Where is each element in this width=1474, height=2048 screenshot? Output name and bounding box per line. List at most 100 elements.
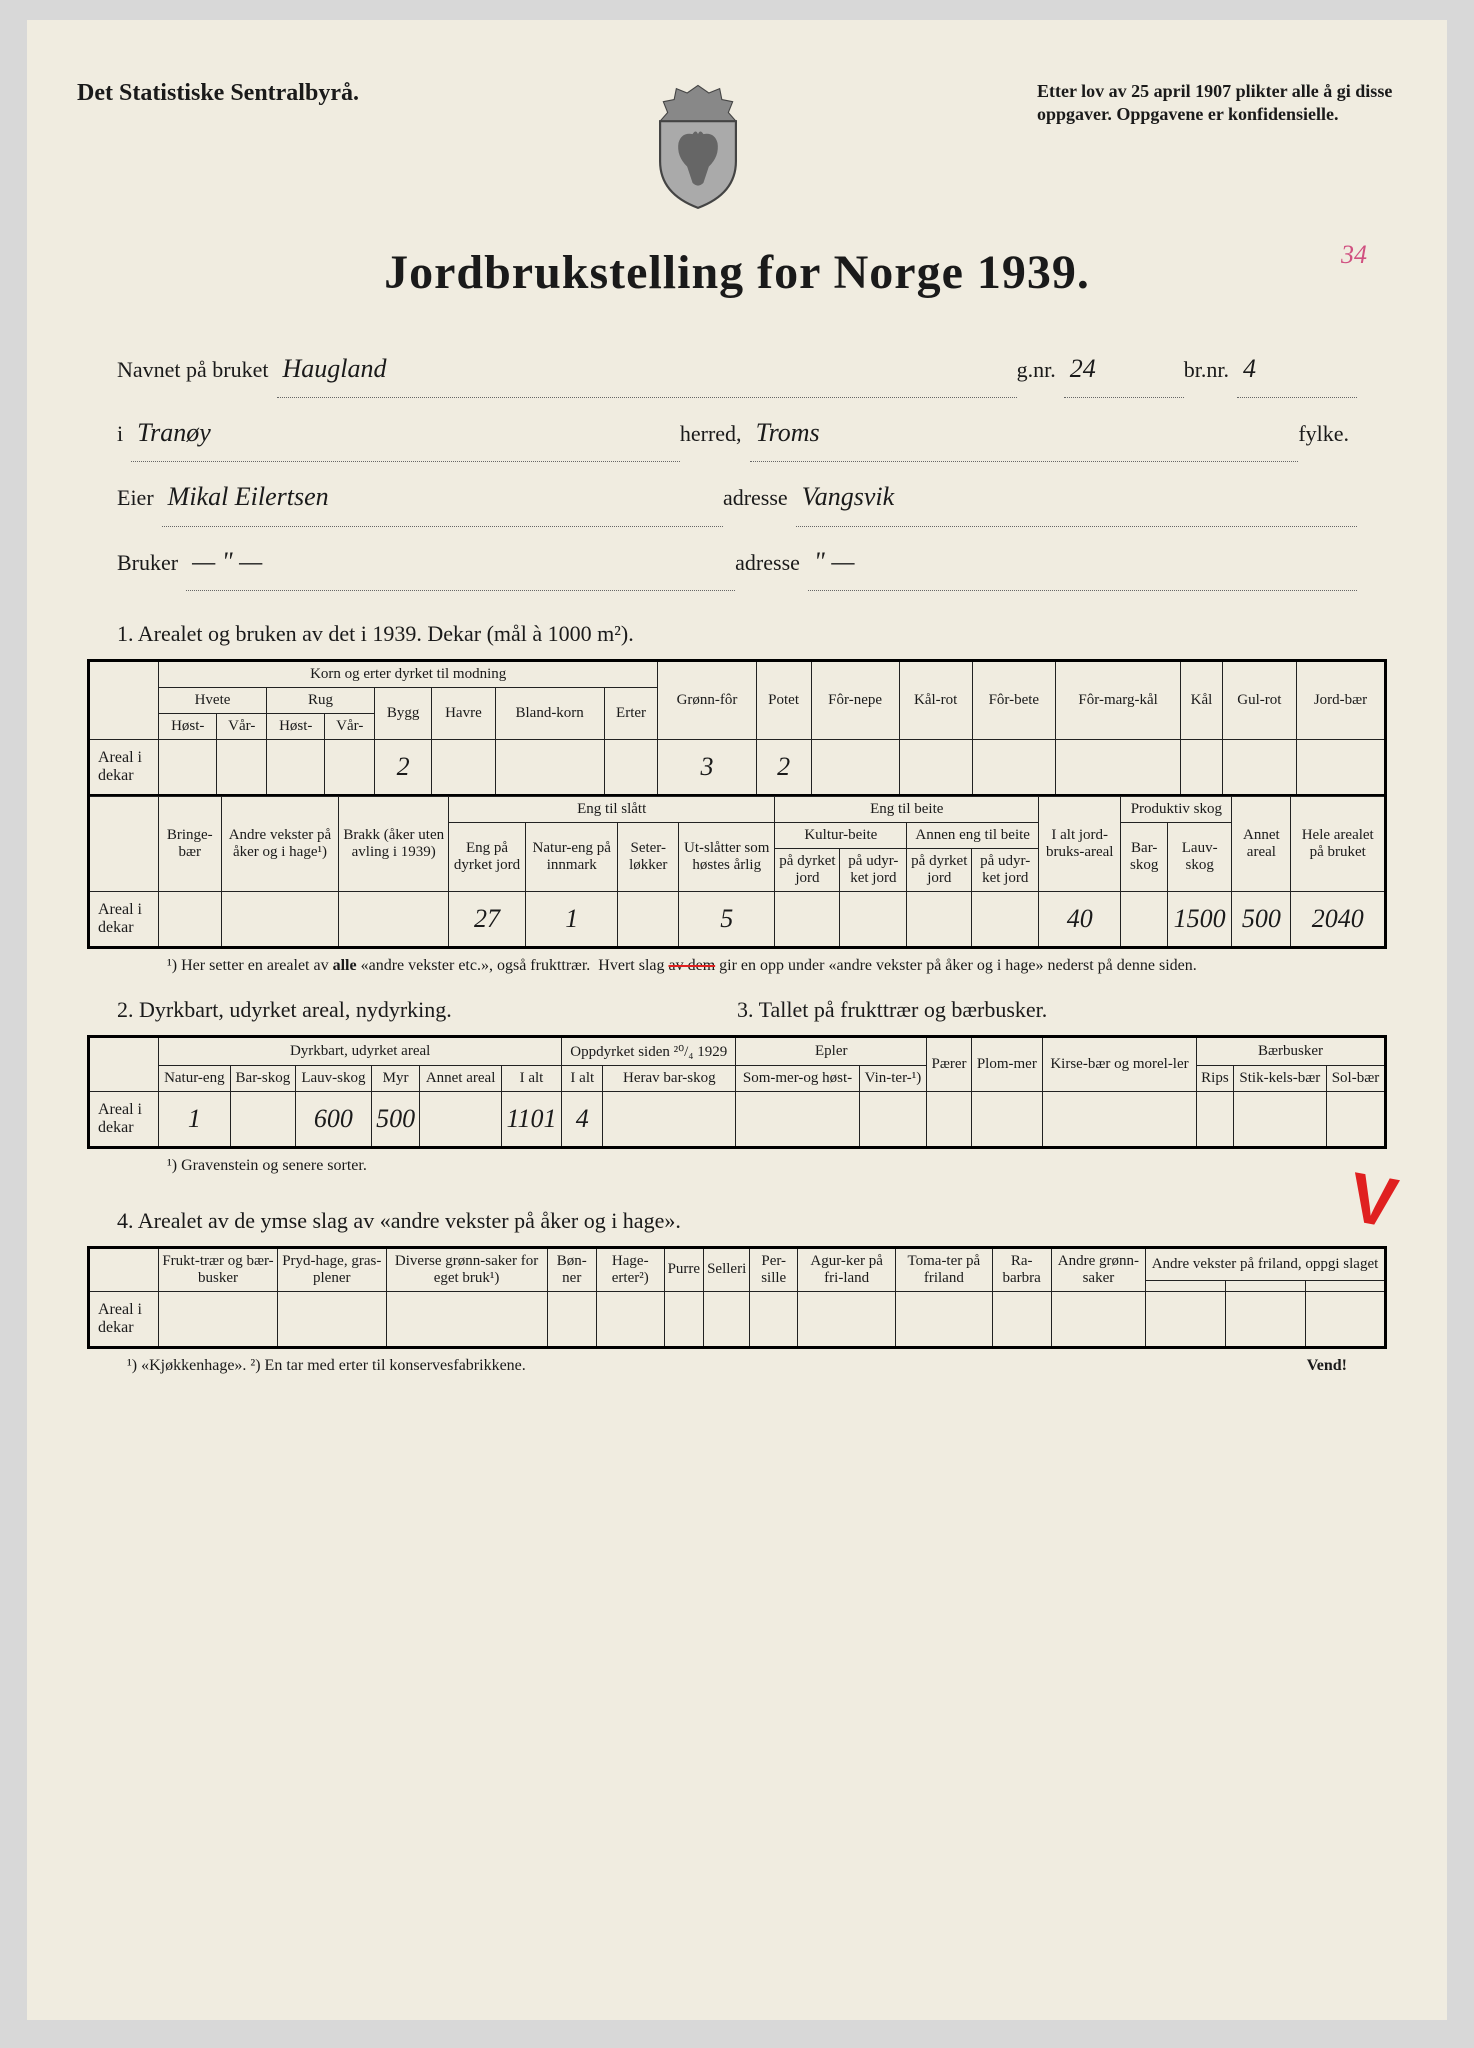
col-kalrot: Kål-rot [899,660,972,739]
col-seter: Seter-løkker [618,822,679,891]
footnote-1: ¹) Her setter en arealet av alle «andre … [167,955,1347,977]
navnet-label: Navnet på bruket [117,346,269,394]
col-rug-var: Vår- [325,713,375,739]
col-andre-gronn: Andre grønn-saker [1051,1247,1145,1291]
col-opp-ialt: I alt [562,1066,603,1092]
row-label-23: Areal i dekar [89,1092,159,1148]
col-agurker: Agur-ker på fri-land [798,1247,896,1291]
struck-text: av dem [669,957,716,974]
col-barskog2: Bar-skog [230,1066,295,1092]
col-rug-host: Høst- [267,713,325,739]
brnr-value: 4 [1237,340,1357,398]
vend-label: Vend! [1307,1357,1347,1375]
col-jordbaer: Jord-bær [1296,660,1385,739]
herred-label: herred, [680,410,742,458]
property-form: Navnet på bruket Haugland g.nr. 24 br.nr… [117,340,1357,591]
bruker-adresse-value: " — [808,533,1357,591]
document-title: Jordbrukstelling for Norge 1939. [77,245,1397,300]
col-bygg: Bygg [375,687,432,739]
crest-icon [643,80,753,210]
col-herav-barskog: Herav bar-skog [603,1066,736,1092]
col-hvete-host: Høst- [159,713,217,739]
col-eng-beite: Eng til beite [775,796,1039,822]
col-natureng2: Natur-eng [159,1066,231,1092]
gnr-label: g.nr. [1017,346,1056,394]
table-1a: Korn og erter dyrket til modning Grønn-f… [87,659,1387,797]
red-checkmark: V [1344,1157,1404,1244]
col-blandkorn: Bland-korn [495,687,604,739]
agency-name: Det Statistiske Sentralbyrå. [77,80,359,107]
bruker-label: Bruker [117,539,178,587]
col-erter: Erter [604,687,658,739]
col-frukttraer: Frukt-trær og bær-busker [159,1247,278,1291]
val-natureng: 1 [526,891,618,947]
col-tomater: Toma-ter på friland [896,1247,992,1291]
col-ae-udyrket: på udyr-ket jord [972,848,1039,891]
col-eng-dyrket: Eng på dyrket jord [449,822,526,891]
row-label-1b: Areal i dekar [89,891,159,947]
col-solbaer: Sol-bær [1326,1066,1385,1092]
col-rips: Rips [1197,1066,1234,1092]
row-label-4: Areal i dekar [89,1291,159,1347]
section2-heading: 2. Dyrkbart, udyrket areal, nydyrking. [117,997,737,1023]
col-kulturbeite: Kultur-beite [775,822,907,848]
table-1b: Bringe-bær Andre vekster på åker og i ha… [87,796,1387,949]
val2-lauvskog: 600 [296,1092,372,1148]
bruker-adresse-label: adresse [735,539,800,587]
col-persille: Per-sille [750,1247,798,1291]
val2-ialt: 1101 [501,1092,562,1148]
col-myr: Myr [371,1066,420,1092]
col-potet: Potet [756,660,811,739]
footnote-4: ¹) «Kjøkkenhage». ²) En tar med erter ti… [127,1357,526,1375]
col-andre-vekster: Andre vekster på åker og i hage¹) [221,796,339,891]
val-ialt: 40 [1039,891,1121,947]
col-hageerter: Hage-erter²) [596,1247,664,1291]
eier-value: Mikal Eilertsen [162,468,723,526]
val-eng-dyrket: 27 [449,891,526,947]
val-hele: 2040 [1291,891,1386,947]
col-kb-dyrket: på dyrket jord [775,848,840,891]
val2-natureng: 1 [159,1092,231,1148]
val-bygg: 2 [375,739,432,795]
col-havre: Havre [432,687,495,739]
val2-myr: 500 [371,1092,420,1148]
col-sommer: Som-mer-og høst- [736,1066,859,1092]
adresse-value: Vangsvik [796,468,1357,526]
table-4: Frukt-trær og bær-busker Pryd-hage, gras… [87,1246,1387,1349]
col-produktiv-skog: Produktiv skog [1121,796,1232,822]
val-annet: 500 [1232,891,1291,947]
col-brakk: Brakk (åker uten avling i 1939) [339,796,449,891]
coat-of-arms [638,80,758,215]
col-baerbusker: Bærbusker [1197,1037,1386,1066]
footnote-4-row: ¹) «Kjøkkenhage». ²) En tar med erter ti… [127,1357,1347,1375]
col-gulrot: Gul-rot [1222,660,1296,739]
col-lauvskog2: Lauv-skog [296,1066,372,1092]
col-annen-eng: Annen eng til beite [907,822,1039,848]
col-plommer: Plom-mer [971,1037,1042,1092]
col-oppdyrket: Oppdyrket siden ²⁰/₄ 1929 [562,1037,736,1066]
val2-opp-ialt: 4 [562,1092,603,1148]
fylke-value: Troms [750,404,1299,462]
fylke-label: fylke. [1298,410,1349,458]
col-bonner: Bøn-ner [547,1247,596,1291]
bruker-value: — " — [186,533,735,591]
col-ae-dyrket: på dyrket jord [907,848,972,891]
col-dyrkbart-span: Dyrkbart, udyrket areal [159,1037,562,1066]
col-stikkelsbaer: Stik-kels-bær [1233,1066,1326,1092]
col-andre-friland: Andre vekster på friland, oppgi slaget [1146,1247,1386,1280]
col-fornepe: Fôr-nepe [811,660,899,739]
col-selleri: Selleri [704,1247,750,1291]
col-kb-udyrket: på udyr-ket jord [840,848,907,891]
col-hele-arealet: Hele arealet på bruket [1291,796,1386,891]
col-formargkal: Fôr-marg-kål [1056,660,1181,739]
col-purre: Purre [664,1247,704,1291]
col-forbete: Fôr-bete [972,660,1055,739]
page-number: 34 [1341,240,1367,270]
col-annet-areal: Annet areal [1232,796,1291,891]
col-annet2: Annet areal [420,1066,501,1092]
val-utslatter: 5 [679,891,775,947]
herred-value: Tranøy [131,404,680,462]
col-vinter: Vin-ter-¹) [859,1066,927,1092]
col-kirsebaer: Kirse-bær og morel-ler [1042,1037,1196,1092]
col-ialt2: I alt [501,1066,562,1092]
